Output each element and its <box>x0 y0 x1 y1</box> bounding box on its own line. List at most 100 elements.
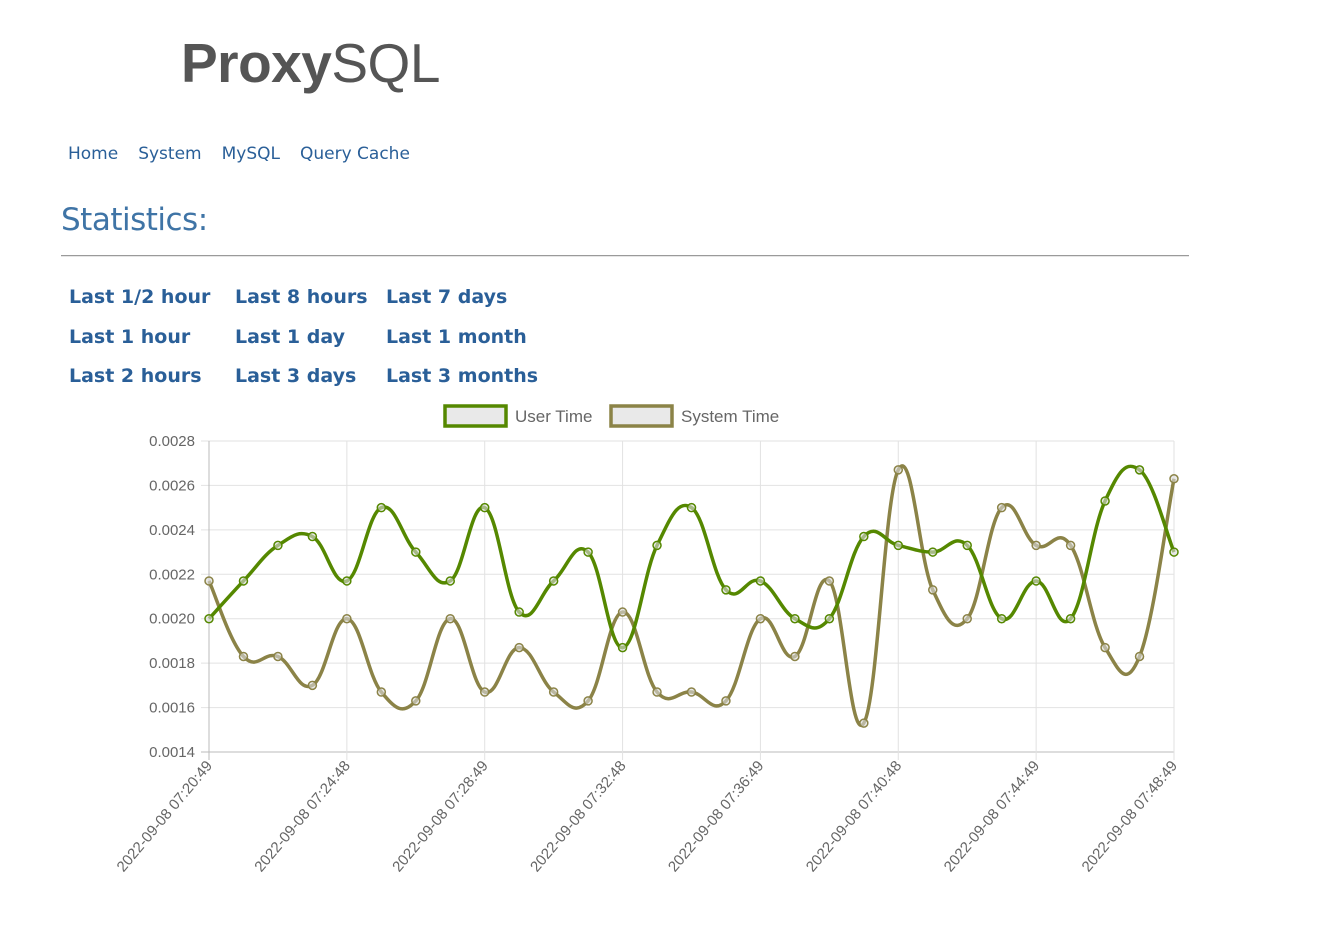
range-last-1-month-link[interactable]: Last 1 month <box>386 326 527 348</box>
user-time-series-line <box>207 464 1176 650</box>
user-time-data-point <box>1100 496 1110 506</box>
system-time-data-point <box>376 687 387 697</box>
range-last-3-months-link[interactable]: Last 3 months <box>386 365 539 387</box>
y-tick-label: 0.0022 <box>149 566 195 583</box>
x-tick-label: 2022-09-08 07:44:49 <box>941 758 1044 876</box>
y-tick-label: 0.0020 <box>149 611 195 628</box>
user-time-data-point <box>307 531 318 542</box>
range-last-2-hours-link[interactable]: Last 2 hours <box>69 365 202 387</box>
user-time-data-point <box>583 547 593 557</box>
user-time-data-point <box>824 613 835 624</box>
system-time-data-point <box>479 687 490 697</box>
system-time-data-point <box>204 576 214 586</box>
range-last-7-days-link[interactable]: Last 7 days <box>386 286 508 308</box>
system-time-data-point <box>514 642 524 653</box>
legend-label-user-time: User Time <box>515 407 592 426</box>
user-time-data-point <box>790 613 800 624</box>
system-time-data-point <box>859 718 869 728</box>
x-tick-label: 2022-09-08 07:36:49 <box>665 758 768 876</box>
user-time-data-point <box>928 547 938 557</box>
legend-label-system-time: System Time <box>681 407 779 426</box>
user-time-data-point <box>273 540 283 551</box>
top-nav: Home System MySQL Query Cache <box>58 143 420 165</box>
legend-swatch-system-time <box>609 404 674 428</box>
user-time-data-point <box>617 642 628 653</box>
y-tick-label: 0.0016 <box>149 700 195 717</box>
system-time-data-point <box>238 651 249 662</box>
system-time-data-point <box>548 687 559 697</box>
user-time-data-point <box>411 547 421 557</box>
user-time-data-point <box>342 576 352 586</box>
x-tick-label: 2022-09-08 07:28:49 <box>389 758 492 876</box>
system-time-data-point <box>411 696 421 706</box>
user-time-data-point <box>479 502 490 513</box>
y-tick-label: 0.0026 <box>149 477 195 494</box>
system-time-data-point <box>996 502 1007 513</box>
system-time-data-point <box>273 651 283 662</box>
user-time-data-point <box>376 502 387 513</box>
system-time-data-point <box>307 680 318 691</box>
system-time-data-point <box>686 687 697 697</box>
y-tick-label: 0.0028 <box>149 433 195 450</box>
range-last-half-hour-link[interactable]: Last 1/2 hour <box>69 286 211 308</box>
system-time-data-point <box>790 651 800 662</box>
x-tick-label: 2022-09-08 07:24:48 <box>251 758 354 876</box>
system-time-data-point <box>1065 540 1076 551</box>
user-time-data-point <box>996 613 1007 624</box>
user-time-data-point <box>1031 576 1041 586</box>
user-time-data-point <box>445 576 455 586</box>
system-time-data-point <box>1169 474 1179 484</box>
system-time-data-point <box>824 576 835 586</box>
x-tick-label: 2022-09-08 07:20:49 <box>114 758 217 876</box>
user-time-data-point <box>893 540 904 551</box>
user-time-data-point <box>514 607 524 617</box>
legend-swatch-user-time <box>443 404 508 428</box>
user-time-data-point <box>1169 547 1179 557</box>
divider <box>61 255 1189 257</box>
proxysql-logo: ProxySQL <box>181 30 440 96</box>
user-time-data-point <box>548 576 559 586</box>
system-time-data-point <box>445 613 455 624</box>
system-time-data-point <box>755 613 766 624</box>
logo-bold-text: Proxy <box>181 32 332 94</box>
nav-system-link[interactable]: System <box>138 144 202 164</box>
system-time-data-point <box>342 613 352 624</box>
y-tick-label: 0.0024 <box>149 522 195 539</box>
user-time-data-point <box>1065 613 1076 624</box>
system-time-data-point <box>893 465 904 475</box>
user-time-data-point <box>859 531 869 542</box>
nav-query-cache-link[interactable]: Query Cache <box>299 144 410 164</box>
range-last-3-days-link[interactable]: Last 3 days <box>235 365 357 387</box>
user-time-data-point <box>686 502 697 513</box>
system-time-data-point <box>1100 642 1110 653</box>
user-time-data-point <box>755 576 766 586</box>
y-tick-label: 0.0018 <box>149 655 195 672</box>
user-time-data-point <box>652 540 662 551</box>
user-time-data-point <box>238 576 249 586</box>
user-time-data-point <box>1134 465 1145 475</box>
time-range-links: Last 1/2 hour Last 1 hour Last 2 hours L… <box>69 283 589 403</box>
x-tick-label: 2022-09-08 07:48:49 <box>1079 758 1182 876</box>
system-time-data-point <box>1031 540 1041 551</box>
user-time-data-point <box>721 585 731 595</box>
range-last-1-day-link[interactable]: Last 1 day <box>235 326 345 348</box>
x-tick-label: 2022-09-08 07:32:48 <box>527 758 630 876</box>
x-tick-label: 2022-09-08 07:40:48 <box>803 758 906 876</box>
page-title: Statistics: <box>61 202 208 238</box>
system-time-data-point <box>962 613 972 624</box>
y-tick-label: 0.0014 <box>149 744 195 761</box>
system-time-data-point <box>1134 651 1145 662</box>
system-time-data-point <box>583 696 593 706</box>
system-time-data-point <box>652 687 662 697</box>
nav-home-link[interactable]: Home <box>68 144 119 164</box>
range-last-8-hours-link[interactable]: Last 8 hours <box>235 286 368 308</box>
system-time-data-point <box>721 696 731 706</box>
user-time-data-point <box>204 613 214 624</box>
user-time-data-point <box>962 540 972 551</box>
nav-mysql-link[interactable]: MySQL <box>221 144 280 164</box>
system-time-series-line <box>207 464 1176 728</box>
logo-light-text: SQL <box>331 32 440 94</box>
system-time-data-point <box>928 585 938 595</box>
range-last-1-hour-link[interactable]: Last 1 hour <box>69 326 191 348</box>
